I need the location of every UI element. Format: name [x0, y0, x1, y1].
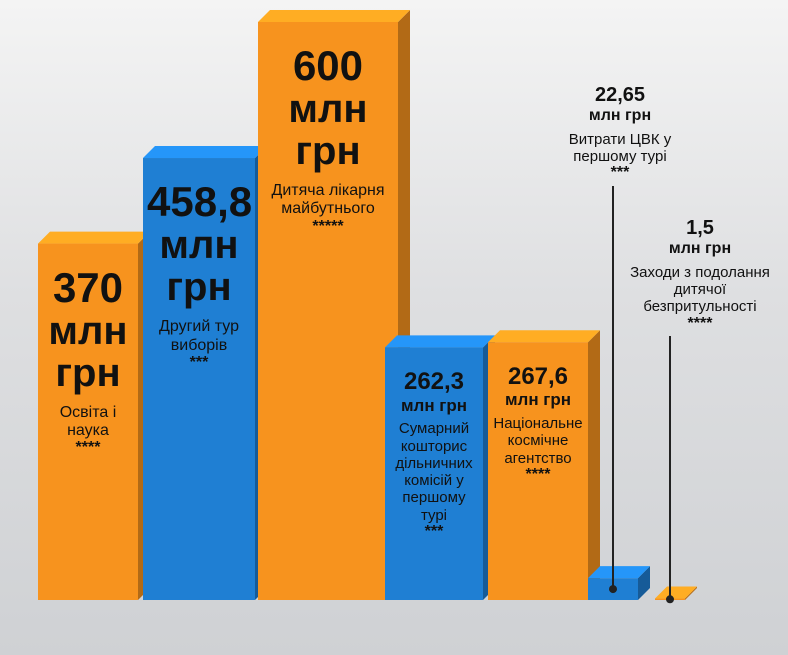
bar-label: 22,65 млн грн Витрати ЦВК у першому турі**…: [540, 85, 700, 182]
rating: ****: [620, 316, 780, 333]
bar-top: [38, 232, 150, 244]
rating: *****: [262, 219, 394, 236]
unit-label: млн грн: [540, 108, 700, 125]
value-label: 1,5: [620, 218, 780, 239]
leader-dot: [666, 595, 674, 603]
rating: ****: [42, 440, 134, 457]
unit-label: млн грн: [620, 241, 780, 258]
rating: ****: [492, 467, 584, 484]
bar-label: 267,6 млн грн Національне космічне агентст…: [492, 364, 584, 484]
rating: ***: [389, 524, 479, 541]
category-label: Заходи з подолання дитячої безпритульнос…: [620, 264, 780, 316]
unit-label: млн грн: [389, 397, 479, 415]
rating: ***: [147, 355, 251, 372]
leader-dot: [609, 585, 617, 593]
category-label: Сумарний кошторис дільничних комісій у п…: [389, 420, 479, 524]
value-label: 267,6: [492, 364, 584, 389]
value-label: 600: [262, 44, 394, 88]
bar-top: [258, 10, 410, 22]
unit-label: млн грн: [262, 88, 394, 172]
value-label: 370: [42, 266, 134, 310]
bar-side: [588, 330, 600, 600]
unit-label: млн грн: [492, 391, 584, 409]
bar-top: [488, 330, 600, 342]
category-label: Другий тур виборів: [147, 318, 251, 355]
unit-label: млн грн: [147, 224, 251, 308]
bar-top: [385, 335, 495, 347]
rating: ***: [540, 165, 700, 182]
category-label: Національне космічне агентство: [492, 415, 584, 467]
value-label: 458,8: [147, 180, 251, 224]
category-label: Дитяча лікарня майбутнього: [262, 182, 394, 219]
bar-label: 262,3 млн грн Сумарний кошторис дільничних…: [389, 369, 479, 540]
category-label: Витрати ЦВК у першому турі: [540, 131, 700, 166]
bar-top: [655, 587, 697, 599]
unit-label: млн грн: [42, 310, 134, 394]
category-label: Освіта і наука: [42, 404, 134, 441]
value-label: 22,65: [540, 85, 700, 106]
infographic: 370млн грнОсвіта і наука****458,8млн грн…: [0, 0, 788, 655]
value-label: 262,3: [389, 369, 479, 394]
bar-label: 1,5 млн грн Заходи з подолання дитячої без…: [620, 218, 780, 332]
bar-top: [143, 146, 267, 158]
